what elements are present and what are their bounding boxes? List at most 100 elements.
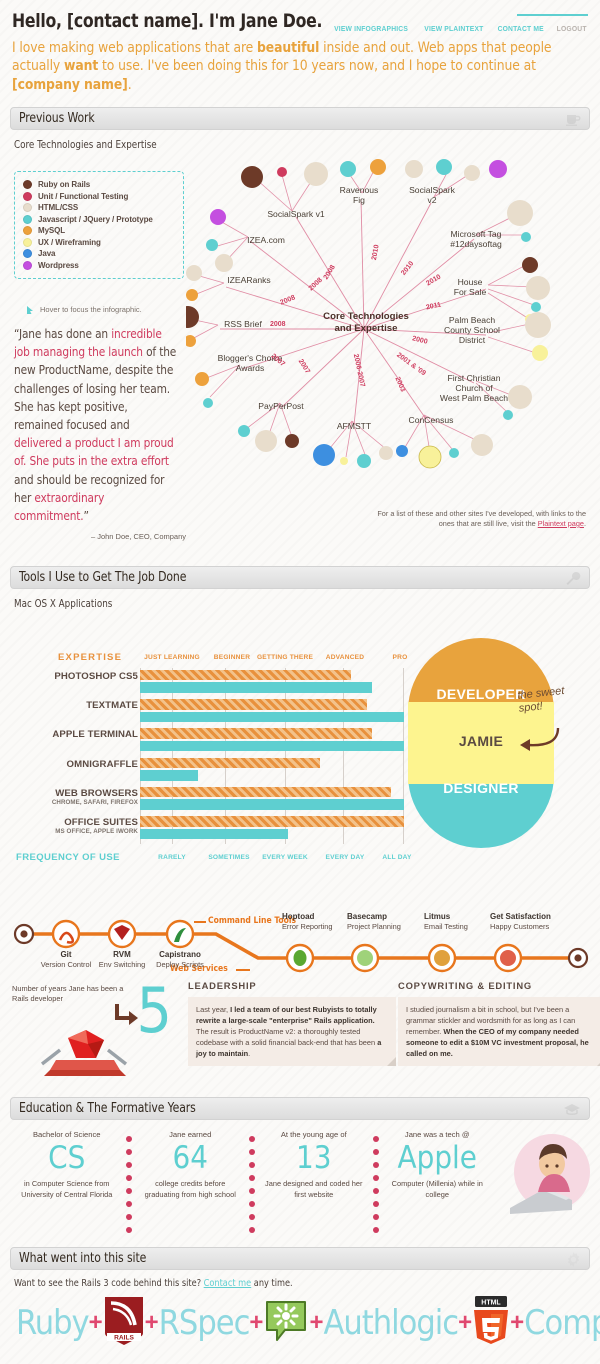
node-label-ravenous-fig[interactable]: Ravenous Fig xyxy=(339,184,379,205)
chart-row-label: OFFICE SUITES MS OFFICE, APPLE IWORK xyxy=(14,817,138,835)
legend-item[interactable]: Ruby on Rails xyxy=(23,180,175,190)
intro-bold-want: want xyxy=(64,58,99,75)
legend-item[interactable]: Java xyxy=(23,249,175,259)
legend-color-swatch xyxy=(23,203,32,213)
svg-text:RAILS: RAILS xyxy=(114,1334,134,1341)
tool-name: APPLE TERMINAL xyxy=(52,729,138,741)
nav-logout[interactable]: LOGOUT xyxy=(556,24,587,33)
ruby-icon xyxy=(114,924,130,940)
legend-item[interactable]: Wordpress xyxy=(23,260,175,270)
education-bottom-text: Jane designed and coded her first websit… xyxy=(265,1179,363,1200)
section-title-tools: Tools I Use to Get The Job Done xyxy=(19,569,187,585)
top-nav: VIEW INFOGRAPHICS VIEW PLAINTEXT CONTACT… xyxy=(326,14,588,36)
timeline-item-rvm[interactable]: RVM Env Switching xyxy=(82,950,162,969)
section-title-previous-work: Previous Work xyxy=(19,110,95,126)
chart-row[interactable]: TEXTMATE xyxy=(10,697,414,726)
site-note-text-1: Want to see the Rails 3 code behind this… xyxy=(14,1277,204,1289)
frequency-axis-label: FREQUENCY OF USE xyxy=(16,851,120,863)
quote-part: ” xyxy=(83,508,89,524)
chart-row[interactable]: APPLE TERMINAL xyxy=(10,726,414,755)
expertise-bar xyxy=(140,757,320,769)
radial-infographic[interactable]: SocialSpark v1 Ravenous Fig SocialSpark … xyxy=(186,157,600,539)
timeline-item-desc: Happy Customers xyxy=(490,921,550,931)
leadership-body: Last year, I led a team of our best Ruby… xyxy=(188,996,396,1067)
node-label-afmstt[interactable]: AFMSTT xyxy=(336,420,372,431)
frequency-bar xyxy=(140,799,404,810)
legend-item[interactable]: UX / Wireframing xyxy=(23,237,175,247)
legend-item[interactable]: MySQL xyxy=(23,226,175,236)
nav-contact-me[interactable]: CONTACT ME xyxy=(497,24,544,33)
chart-row[interactable]: OMNIGRAFFLE xyxy=(10,756,414,785)
education-highlight: Apple xyxy=(397,1139,477,1176)
intro-text-3: to use. I've been doing this for 10 year… xyxy=(98,58,536,75)
node-label-concensus[interactable]: ConCensus xyxy=(408,414,454,425)
timeline-item-git[interactable]: Git Version Control xyxy=(26,950,106,969)
frequency-bar xyxy=(140,711,404,723)
expertise-tick: GETTING THERE xyxy=(256,653,314,661)
tech-stack-row: Ruby + RAILS + RSpec + xyxy=(10,1293,600,1356)
timeline-item-name: RVM xyxy=(113,949,131,959)
node-label-payperpost[interactable]: PayPerPost xyxy=(258,400,304,411)
node-label-socialspark-v2[interactable]: SocialSpark v2 xyxy=(409,184,455,205)
chart-row[interactable]: WEB BROWSERS CHROME, SAFARI, FIREFOX xyxy=(10,785,414,814)
education-column: Bachelor of Science CS in Computer Scien… xyxy=(10,1130,124,1201)
site-note-text-2: any time. xyxy=(251,1277,293,1289)
year-label: 2008 xyxy=(270,320,286,328)
frequency-tick: EVERY WEEK xyxy=(262,853,308,861)
chart-row-label: OMNIGRAFFLE xyxy=(14,759,138,770)
contact-me-link[interactable]: Contact me xyxy=(203,1277,252,1289)
stack-word-rspec: RSpec xyxy=(158,1303,251,1344)
node-label-izearanks[interactable]: IZEARanks xyxy=(227,274,271,285)
rails-years-stat: Number of years Jane has been a Rails de… xyxy=(10,979,180,1080)
testimonial: “Jane has done an incredible job managin… xyxy=(14,325,186,542)
rails-badge-icon: RAILS xyxy=(103,1295,145,1352)
leadership-title: LEADERSHIP xyxy=(188,979,257,991)
quote-highlight: extraordinary commitment. xyxy=(14,489,105,524)
timeline-item-capistrano[interactable]: Capistrano Deploy Scripts xyxy=(140,950,220,969)
copywriting-text: I studied journalism a bit in school, bu… xyxy=(406,1004,576,1037)
timeline-item-get-satisfaction[interactable]: Get Satisfaction Happy Customers xyxy=(490,912,586,931)
copywriting-block: COPYWRITING & EDITING I studied journali… xyxy=(398,980,600,1067)
chart-row[interactable]: PHOTOSHOP CS5 xyxy=(10,668,414,697)
legend-label: HTML/CSS xyxy=(38,203,79,213)
cucumber-icon xyxy=(263,1298,309,1349)
plaintext-page-link[interactable]: Plaintext page xyxy=(537,518,584,528)
legend-item[interactable]: Javascript / JQuery / Prototype xyxy=(23,214,175,224)
leadership-block: LEADERSHIP Last year, I led a team of ou… xyxy=(188,980,396,1067)
node-label-house-for-sale[interactable]: House For Sale xyxy=(453,276,487,297)
legend-label: Java xyxy=(38,249,56,259)
chart-row[interactable]: OFFICE SUITES MS OFFICE, APPLE IWORK xyxy=(10,814,414,843)
legend-item[interactable]: HTML/CSS xyxy=(23,203,175,213)
node-label-socialspark-v1[interactable]: SocialSpark v1 xyxy=(267,208,325,219)
chart-row-label: TEXTMATE xyxy=(14,700,138,711)
timeline-item-litmus[interactable]: Litmus Email Testing xyxy=(424,912,500,931)
timeline-item-name: Hoptoad xyxy=(282,911,315,921)
expertise-tick: PRO xyxy=(392,653,408,661)
node-label-palm-beach-county-school-district[interactable]: Palm Beach County School District xyxy=(444,314,500,346)
education-stats: Bachelor of Science CS in Computer Scien… xyxy=(10,1120,590,1238)
node-label-first-christian-church[interactable]: First Christian Church of West Palm Beac… xyxy=(439,372,509,404)
education-bottom-text: college credits before graduating from h… xyxy=(144,1179,236,1200)
education-column: At the young age of 13 Jane designed and… xyxy=(257,1130,371,1201)
getsatisfaction-icon xyxy=(500,949,516,966)
stack-word-authlogic: Authlogic xyxy=(323,1303,459,1344)
legend-item[interactable]: Unit / Functional Testing xyxy=(23,191,175,201)
expertise-bar xyxy=(140,669,352,681)
node-label-izea-com[interactable]: IZEA.com xyxy=(247,234,285,245)
stack-word-ruby: Ruby xyxy=(16,1303,90,1344)
nav-view-infographics[interactable]: VIEW INFOGRAPHICS xyxy=(334,24,409,33)
legend-label: Javascript / JQuery / Prototype xyxy=(38,214,153,224)
tool-subtitle: MS OFFICE, APPLE IWORK xyxy=(55,828,138,836)
core-tech-subtitle: Core Technologies and Expertise xyxy=(14,138,157,151)
timeline-track xyxy=(13,919,589,972)
radial-hub-label: Core Technologies and Expertise xyxy=(323,310,409,334)
node-label-rss-brief[interactable]: RSS Brief xyxy=(224,318,262,329)
timeline-item-hoptoad[interactable]: Hoptoad Error Reporting xyxy=(282,912,358,931)
nav-view-plaintext[interactable]: VIEW PLAINTEXT xyxy=(423,24,484,33)
dotted-divider xyxy=(124,1130,134,1240)
timeline-item-basecamp[interactable]: Basecamp Project Planning xyxy=(347,912,427,931)
node-label-bloggers-choice-awards[interactable]: Blogger's Choice Awards xyxy=(217,352,283,373)
expertise-tick: BEGINNER xyxy=(213,653,251,661)
education-highlight: CS xyxy=(48,1139,86,1176)
node-label-microsoft-tag[interactable]: Microsoft Tag #12daysoftag xyxy=(450,228,502,249)
